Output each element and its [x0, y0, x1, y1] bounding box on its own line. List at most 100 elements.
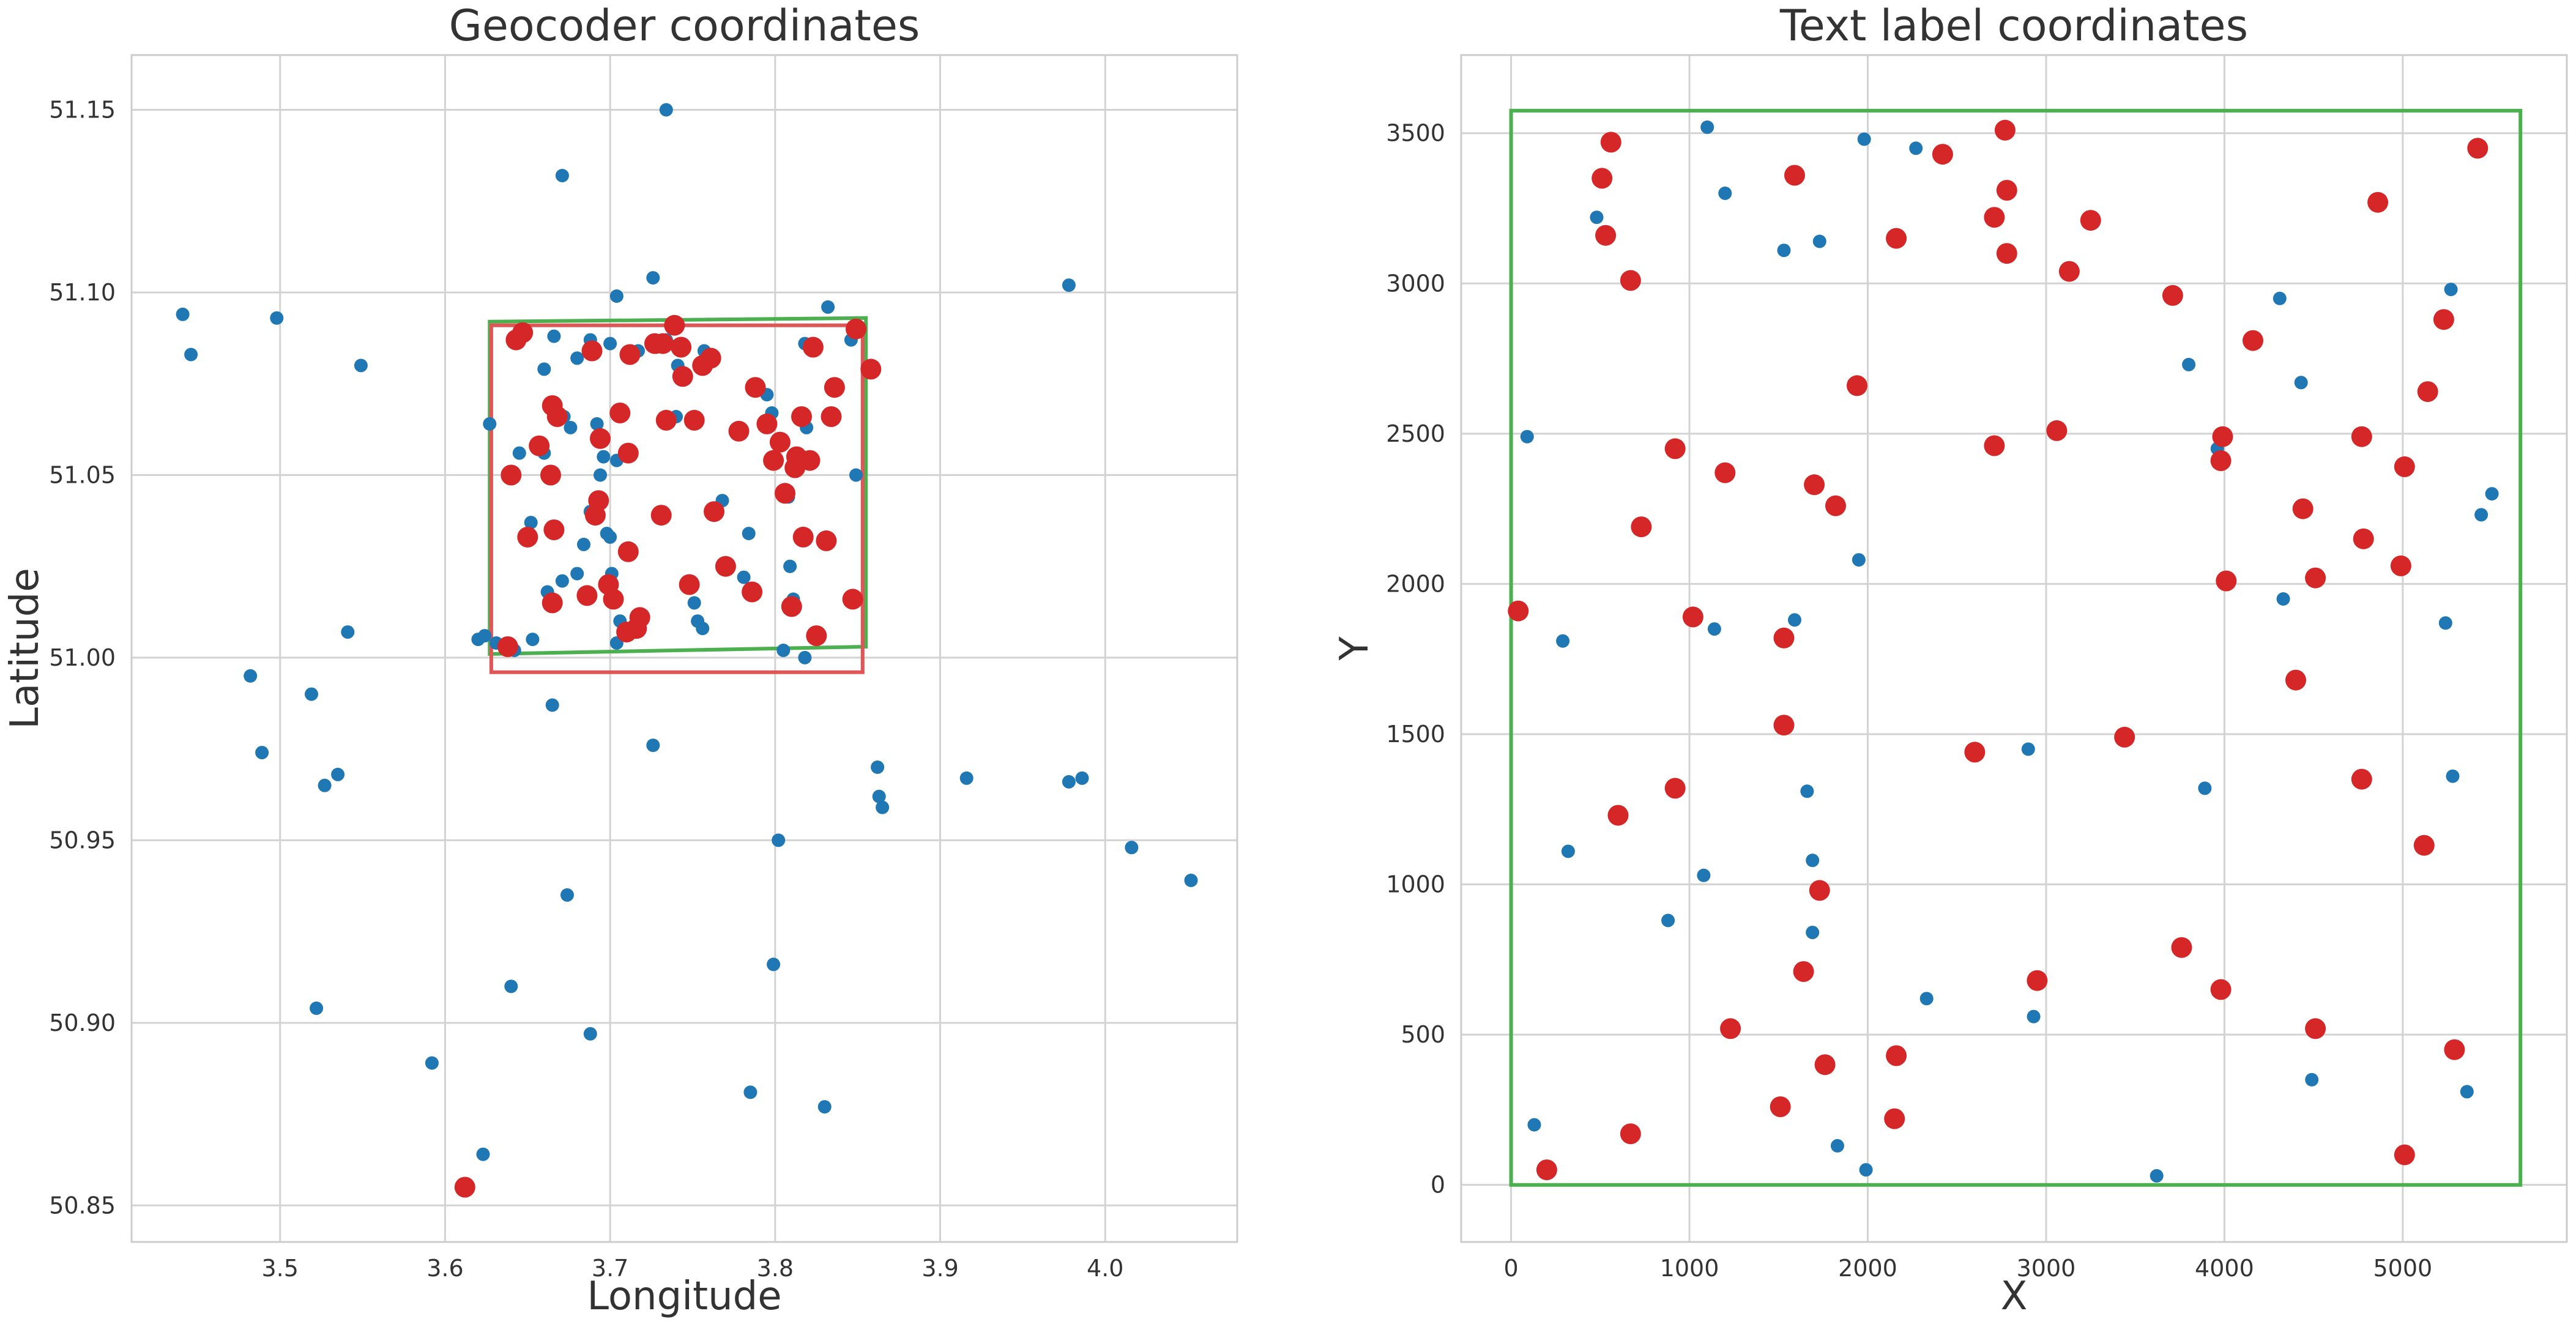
geocoder-red-point	[617, 442, 639, 464]
text-label-red-point	[1984, 435, 2005, 456]
text-label-blue-point	[1561, 844, 1575, 858]
text-label-chart-title: Text label coordinates	[1779, 1, 2248, 51]
text-label-red-point	[1793, 961, 1814, 982]
geocoder-blue-point	[687, 596, 701, 610]
geocoder-blue-point	[310, 1002, 324, 1015]
geocoder-blue-point	[504, 979, 518, 994]
text-label-red-point	[1996, 243, 2017, 264]
text-label-red-point	[1595, 225, 1617, 246]
geocoder-red-point	[742, 581, 763, 603]
geocoder-red-point	[728, 420, 750, 442]
text-label-yticks: 0 500 1000 1500 2000 2500 3000 3500	[1386, 120, 1445, 1199]
geocoder-blue-point	[270, 311, 284, 325]
text-label-red-point	[1784, 165, 1805, 186]
text-label-red-point	[1984, 207, 2005, 228]
geocoder-blue-point	[646, 271, 660, 285]
geocoder-gridlines	[132, 55, 1237, 1242]
text-label-blue-point	[2294, 376, 2308, 390]
geocoder-red-point	[512, 322, 534, 343]
text-label-y-tick-label: 3500	[1386, 120, 1445, 147]
text-label-blue-point	[1556, 634, 1570, 648]
text-label-red-point	[2305, 1018, 2326, 1039]
geocoder-blue-point	[817, 1100, 832, 1114]
geocoder-x-tick-label: 3.8	[757, 1255, 794, 1282]
geocoder-y-tick-label: 50.85	[49, 1192, 116, 1219]
text-label-blue-point	[1718, 186, 1732, 200]
text-label-red-point	[2433, 309, 2454, 330]
text-label-blue-point	[2027, 1009, 2041, 1024]
geocoder-red-point	[609, 403, 631, 423]
text-label-red-point	[1620, 1123, 1641, 1145]
text-label-red-point	[2467, 138, 2489, 159]
geocoder-blue-point	[872, 789, 886, 803]
geocoder-blue-point	[783, 559, 797, 573]
geocoder-blue-point	[659, 103, 673, 117]
text-label-x-tick-label: 1000	[1660, 1255, 1719, 1282]
geocoder-red-point	[540, 464, 561, 486]
geocoder-red-point	[650, 505, 672, 526]
text-label-blue-point	[1812, 234, 1826, 248]
geocoder-red-point	[756, 413, 778, 434]
text-label-red-point	[2305, 567, 2326, 589]
text-label-red-point	[2292, 498, 2314, 519]
text-label-blue-point	[1697, 868, 1711, 882]
text-label-blue-point	[1919, 992, 1934, 1006]
geocoder-y-tick-label: 51.00	[49, 644, 116, 671]
geocoder-red-point	[781, 596, 802, 617]
text-label-red-point	[1773, 715, 1795, 736]
geocoder-blue-point	[184, 348, 198, 362]
text-label-red-point	[2394, 456, 2415, 477]
text-label-red-point	[1600, 132, 1621, 153]
text-label-red-point	[2351, 426, 2372, 447]
text-label-y-tick-label: 2000	[1386, 570, 1445, 597]
text-label-points	[1508, 119, 2499, 1183]
text-label-blue-point	[2438, 616, 2452, 630]
geocoder-blue-point	[609, 289, 624, 303]
text-label-boxes	[1509, 108, 2523, 1187]
geocoder-blue-point	[545, 698, 559, 712]
geocoder-red-point	[799, 450, 821, 471]
geocoder-blue-point	[594, 468, 607, 482]
geocoder-y-tick-label: 51.10	[49, 279, 116, 306]
geocoder-blue-point	[798, 650, 812, 664]
text-label-y-axis-label: Y	[1332, 636, 1377, 661]
geocoder-red-point	[501, 464, 522, 486]
text-label-red-point	[2080, 210, 2101, 231]
geocoder-blue-point	[547, 329, 561, 343]
geocoder-boxes	[488, 316, 868, 674]
geocoder-blue-point	[876, 800, 890, 814]
text-label-blue-point	[1806, 853, 1820, 868]
geocoder-blue-point	[1125, 841, 1139, 855]
geocoder-red-point	[715, 556, 736, 577]
text-label-x-tick-label: 5000	[2373, 1255, 2433, 1282]
geocoder-red-point	[763, 450, 784, 471]
text-label-blue-point	[2021, 742, 2035, 756]
geocoder-blue-point	[570, 567, 584, 581]
text-label-red-point	[1664, 778, 1686, 799]
geocoder-blue-point	[471, 633, 485, 647]
geocoder-blue-point	[570, 351, 584, 365]
geocoder-red-point	[584, 505, 606, 526]
text-label-blue-point	[2460, 1085, 2474, 1099]
geocoder-blue-point	[1184, 874, 1198, 887]
geocoder-red-point	[791, 406, 812, 427]
text-label-blue-point	[2446, 769, 2460, 783]
geocoder-blue-point	[776, 644, 791, 657]
text-label-red-point	[1886, 228, 1907, 249]
text-label-blue-point	[1909, 141, 1923, 155]
geocoder-blue-point	[524, 516, 538, 530]
text-label-red-point	[2216, 570, 2237, 592]
geocoder-red-point	[672, 366, 693, 387]
geocoder-blue-point	[577, 537, 590, 551]
text-label-red-point	[2046, 420, 2068, 441]
text-label-red-point	[1620, 270, 1641, 291]
geocoder-red-point	[816, 530, 837, 551]
geocoder-blue-point	[849, 468, 863, 482]
text-label-red-point	[1607, 805, 1629, 826]
text-label-blue-point	[1800, 784, 1814, 798]
text-label-red-point	[2417, 381, 2438, 403]
text-label-red-point	[2212, 426, 2233, 447]
text-label-red-point	[1536, 1159, 1557, 1181]
geocoder-x-tick-label: 3.5	[262, 1255, 299, 1282]
geocoder-blue-point	[476, 1147, 490, 1161]
